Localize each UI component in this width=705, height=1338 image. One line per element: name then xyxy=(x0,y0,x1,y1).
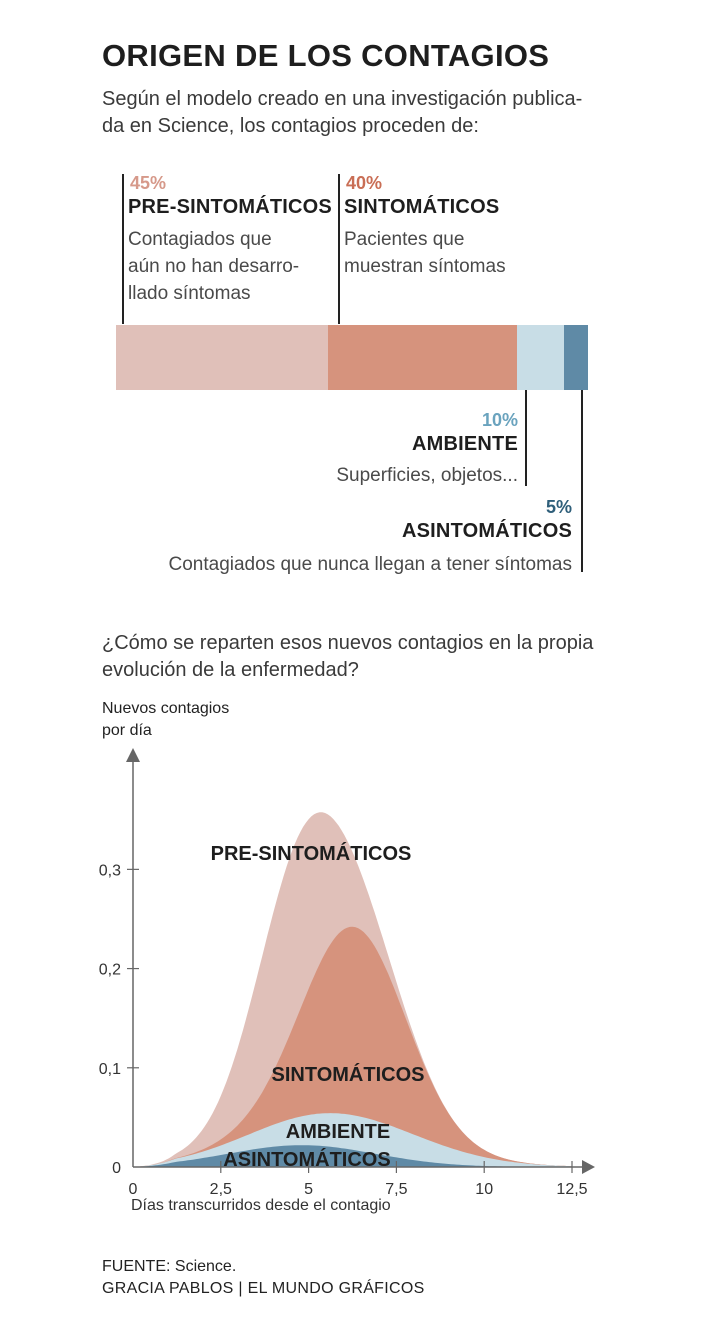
x-tick-label: 10 xyxy=(475,1181,493,1198)
sint-category-label: SINTOMÁTICOS xyxy=(344,196,500,218)
leader-line-amb xyxy=(525,390,527,486)
amb-pct-label: 10% xyxy=(481,410,518,430)
sint-desc-1: Pacientes que xyxy=(344,229,465,250)
bar-segment-pre-sintomaticos xyxy=(116,325,329,390)
leader-line-sint xyxy=(338,174,340,324)
leader-line-pre xyxy=(122,174,124,324)
label-asintomaticos: ASINTOMÁTICOS xyxy=(223,1148,390,1171)
asint-pct-label: 5% xyxy=(545,497,572,517)
pre-desc-2: aún no han desarro- xyxy=(128,256,300,277)
credit-line: GRACIA PABLOS | EL MUNDO GRÁFICOS xyxy=(102,1280,425,1297)
y-tick-label: 0,2 xyxy=(99,962,121,979)
bar-segment-asintomaticos xyxy=(564,325,588,390)
bar-segment-ambiente xyxy=(517,325,565,390)
sint-pct-label: 40% xyxy=(346,173,383,193)
area-sintomaticos xyxy=(133,926,572,1167)
source-note: FUENTE: Science. xyxy=(102,1258,237,1275)
label-pre-sintomaticos: PRE-SINTOMÁTICOS xyxy=(211,842,412,865)
area-asintomaticos xyxy=(133,1145,572,1167)
x-tick-label: 2,5 xyxy=(210,1181,232,1198)
y-tick-label: 0 xyxy=(112,1160,121,1177)
intro-line-1: Según el modelo creado en una investigac… xyxy=(102,88,583,110)
bar-segment-sintomaticos xyxy=(328,325,518,390)
y-tick-label: 0,3 xyxy=(99,862,121,879)
x-axis-arrow-icon xyxy=(582,1160,595,1174)
y-axis-arrow-icon xyxy=(126,748,140,762)
y-tick-label: 0,1 xyxy=(99,1061,121,1078)
leader-line-asint xyxy=(581,390,583,572)
amb-desc: Superficies, objetos... xyxy=(336,465,518,486)
amb-category-label: AMBIENTE xyxy=(411,433,518,455)
label-sintomaticos: SINTOMÁTICOS xyxy=(272,1063,425,1086)
asint-category-label: ASINTOMÁTICOS xyxy=(401,520,572,542)
y-axis-label-line-2: por día xyxy=(102,722,152,739)
pre-pct-label: 45% xyxy=(130,173,167,193)
pre-desc-3: llado síntomas xyxy=(128,283,251,304)
x-tick-label: 5 xyxy=(304,1181,313,1198)
x-tick-label: 7,5 xyxy=(385,1181,407,1198)
question-line-1: ¿Cómo se reparten esos nuevos contagios … xyxy=(102,632,594,654)
label-ambiente: AMBIENTE xyxy=(286,1121,390,1143)
sint-desc-2: muestran síntomas xyxy=(344,256,506,277)
pre-category-label: PRE-SINTOMÁTICOS xyxy=(128,196,332,218)
x-axis-label: Días transcurridos desde el contagio xyxy=(131,1197,391,1214)
page-title: ORIGEN DE LOS CONTAGIOS xyxy=(102,38,550,73)
x-tick-label: 0 xyxy=(129,1181,138,1198)
question-line-2: evolución de la enfermedad? xyxy=(102,659,359,681)
y-axis-label-line-1: Nuevos contagios xyxy=(102,700,230,717)
x-tick-label: 12,5 xyxy=(556,1181,587,1198)
pre-desc-1: Contagiados que xyxy=(128,229,272,250)
asint-desc: Contagiados que nunca llegan a tener sín… xyxy=(168,554,573,575)
intro-line-2: da en Science, los contagios proceden de… xyxy=(102,115,479,137)
